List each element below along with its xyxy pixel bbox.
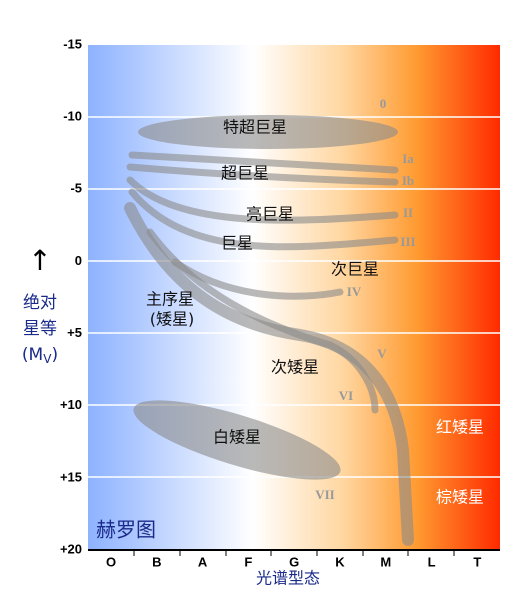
y-tick-label: +20 xyxy=(60,541,82,556)
y-tick-label: -10 xyxy=(63,109,82,124)
class-label: Ia xyxy=(402,151,414,166)
region-label: (矮星) xyxy=(150,310,195,329)
y-tick-label: +15 xyxy=(60,469,82,484)
unit-part: ) xyxy=(51,345,58,365)
region-label: 巨星 xyxy=(221,234,253,253)
unit-part: (M xyxy=(22,345,43,365)
y-axis-arrow: ↑ xyxy=(28,244,51,277)
class-label: Ib xyxy=(402,173,414,188)
x-tick-label: K xyxy=(335,554,345,569)
x-ticks xyxy=(133,550,455,556)
x-tick-label: M xyxy=(380,554,391,569)
class-label: VII xyxy=(315,487,335,502)
y-tick-label: -15 xyxy=(63,36,82,51)
y-tick-label: 0 xyxy=(75,253,82,268)
region-label: 次巨星 xyxy=(331,260,379,279)
y-tick-label: -5 xyxy=(70,181,82,196)
region-label: 棕矮星 xyxy=(436,488,484,507)
x-tick-label: G xyxy=(289,554,299,569)
x-tick-label: F xyxy=(244,554,252,569)
region-label: 红矮星 xyxy=(436,418,484,437)
class-label: V xyxy=(377,346,387,361)
x-axis-label: 光谱型态 xyxy=(256,569,320,588)
bands xyxy=(124,115,414,546)
region-label: 特超巨星 xyxy=(223,118,287,137)
class-label: 0 xyxy=(380,96,387,111)
region-label: 次矮星 xyxy=(271,358,319,377)
region-label: 亮巨星 xyxy=(246,205,294,224)
title: 赫罗图 xyxy=(96,518,156,542)
x-tick-label: L xyxy=(428,554,436,569)
y-axis-label: 星等 xyxy=(23,319,57,339)
region-label: 白矮星 xyxy=(213,428,261,447)
y-axis-label: 绝对 xyxy=(23,293,57,313)
region-label: 超巨星 xyxy=(221,164,269,183)
y-tick-label: +5 xyxy=(67,325,82,340)
x-tick-label: A xyxy=(198,554,208,569)
y-axis-unit: (MV) xyxy=(22,345,58,366)
class-label: III xyxy=(400,234,415,249)
x-tick-label: O xyxy=(106,554,116,569)
class-label: VI xyxy=(339,388,353,403)
x-tick-label: T xyxy=(473,554,481,569)
x-tick-label: B xyxy=(152,554,161,569)
region-label: 主序星 xyxy=(146,290,194,309)
unit-sub: V xyxy=(43,352,52,366)
class-label: IV xyxy=(347,284,362,299)
y-tick-label: +10 xyxy=(60,397,82,412)
class-label: II xyxy=(403,205,413,220)
